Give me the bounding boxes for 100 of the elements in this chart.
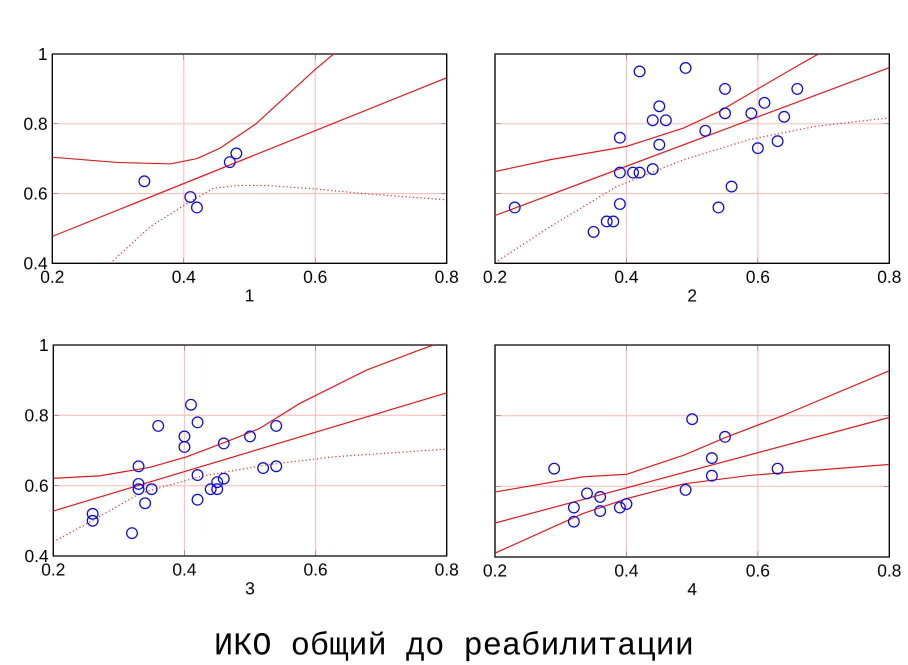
point xyxy=(218,438,230,450)
point xyxy=(653,138,666,151)
point xyxy=(548,462,560,475)
point xyxy=(132,460,144,472)
point xyxy=(192,494,204,506)
x-tick-label: 0.2 xyxy=(40,270,64,283)
point xyxy=(791,82,804,95)
x-tick-label: 0.2 xyxy=(484,564,506,577)
x-tick-label: 0.8 xyxy=(878,270,901,283)
y-tick-label: 0.6 xyxy=(24,187,47,200)
x-tick-label: 0.2 xyxy=(484,270,506,283)
x-tick-label: 0.4 xyxy=(615,270,638,283)
point xyxy=(627,166,639,179)
x-tick-label: 0.8 xyxy=(435,270,458,283)
point xyxy=(132,483,144,496)
point xyxy=(204,483,217,496)
point xyxy=(712,202,724,214)
point xyxy=(772,462,784,475)
x-tick-label: 0.2 xyxy=(42,563,64,576)
point xyxy=(706,452,718,464)
point xyxy=(192,416,204,428)
x-tick-label: 0.4 xyxy=(615,564,638,577)
point xyxy=(726,180,738,192)
line-series xyxy=(110,184,447,264)
point xyxy=(607,216,620,228)
point xyxy=(184,191,196,203)
point xyxy=(211,483,224,496)
point xyxy=(270,420,282,432)
point xyxy=(86,514,99,527)
point xyxy=(634,66,646,78)
point xyxy=(634,166,646,179)
point xyxy=(719,107,731,120)
point xyxy=(178,430,190,442)
point xyxy=(581,487,593,500)
point xyxy=(680,484,692,496)
point xyxy=(653,100,666,112)
y-tick-label: 0.6 xyxy=(25,480,48,492)
point xyxy=(706,470,718,482)
x-axis-title: 3 xyxy=(246,582,254,594)
point xyxy=(86,508,99,520)
point xyxy=(614,502,626,514)
y-tick-label: 0.4 xyxy=(24,257,48,270)
x-tick-label: 0.4 xyxy=(172,270,196,283)
point xyxy=(772,135,784,148)
y-tick-label: 0.8 xyxy=(24,118,47,130)
point xyxy=(646,163,659,176)
point xyxy=(139,497,152,510)
point xyxy=(568,502,580,514)
point xyxy=(508,202,521,214)
y-tick-label: 0.4 xyxy=(25,550,48,562)
point xyxy=(138,175,150,188)
line-series xyxy=(53,345,434,479)
x-tick-label: 0.4 xyxy=(173,563,196,576)
point xyxy=(257,462,270,474)
text: ИКО общий до реабилитации xyxy=(216,630,692,662)
point xyxy=(152,420,164,432)
point xyxy=(680,62,692,74)
point xyxy=(758,96,770,109)
point xyxy=(660,114,672,126)
y-tick-label: 1 xyxy=(39,48,47,60)
point xyxy=(745,107,758,120)
point xyxy=(778,110,790,123)
point xyxy=(614,198,626,210)
x-tick-label: 0.8 xyxy=(878,564,901,577)
point xyxy=(146,483,158,496)
point xyxy=(620,498,632,510)
x-tick-label: 0.6 xyxy=(304,270,327,283)
point xyxy=(185,398,197,411)
point xyxy=(594,491,606,503)
y-tick-label: 0.8 xyxy=(25,409,48,422)
point xyxy=(244,430,256,442)
point xyxy=(211,476,224,488)
point xyxy=(190,202,203,214)
line-series xyxy=(53,448,447,542)
x-tick-label: 0.6 xyxy=(746,270,770,283)
point xyxy=(614,166,626,179)
point xyxy=(699,124,712,137)
x-axis-title: 4 xyxy=(688,583,696,596)
x-axis-title: 2 xyxy=(688,289,696,302)
point xyxy=(719,430,731,443)
point xyxy=(192,469,204,482)
line-series xyxy=(52,54,334,164)
point xyxy=(686,413,698,426)
x-tick-label: 0.8 xyxy=(435,563,458,576)
point xyxy=(132,478,144,490)
point xyxy=(594,505,606,517)
y-tick-label: 1 xyxy=(40,339,48,351)
x-tick-label: 0.6 xyxy=(746,564,770,577)
point xyxy=(224,156,236,168)
point xyxy=(588,226,600,238)
point xyxy=(600,216,613,228)
point xyxy=(719,82,731,95)
x-tick-label: 0.6 xyxy=(304,563,327,576)
point xyxy=(614,132,626,144)
x-axis-title: 1 xyxy=(246,289,254,302)
point xyxy=(218,472,230,485)
point xyxy=(270,460,282,472)
point xyxy=(178,441,190,453)
point xyxy=(126,527,138,540)
point xyxy=(230,147,242,160)
